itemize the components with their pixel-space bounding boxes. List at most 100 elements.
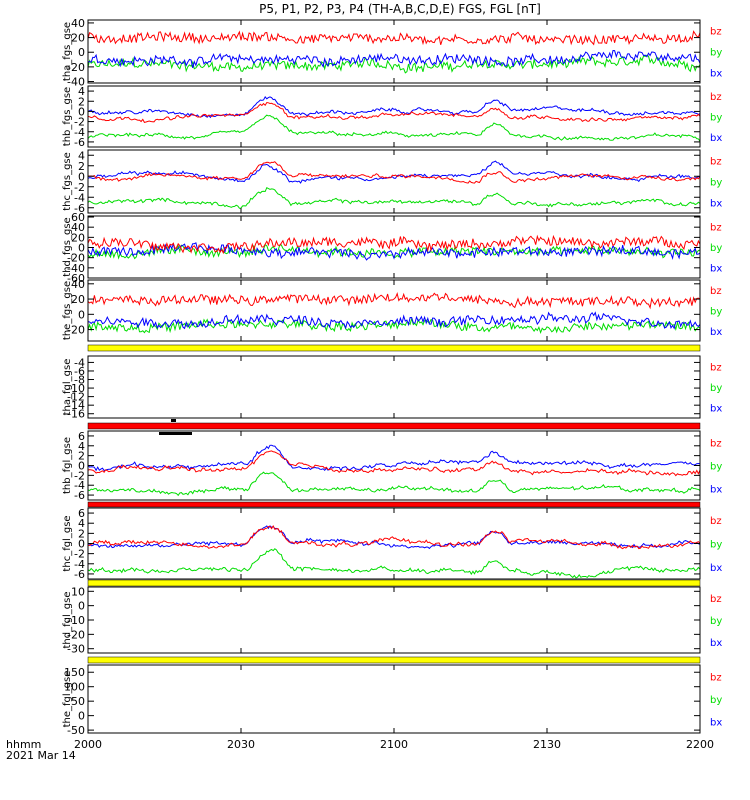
- series-by-line: [87, 186, 701, 209]
- y-axis-label: thc_fgs_gse: [62, 152, 73, 211]
- y-tick-label: 2: [78, 160, 85, 173]
- status-bar: [87, 579, 701, 587]
- legend-bx: bx: [710, 485, 722, 496]
- legend-bx: bx: [710, 718, 722, 729]
- y-axis-label: thc_fgl_gse: [62, 515, 73, 571]
- y-tick-label: 40: [71, 278, 85, 291]
- data-gap-mark: [171, 419, 176, 422]
- y-tick-label: 6: [78, 507, 85, 520]
- x-tick-label: 2030: [227, 738, 255, 751]
- y-tick-label: -6: [74, 202, 85, 215]
- y-tick-label: 4: [78, 517, 85, 530]
- legend-bz: bz: [710, 362, 722, 373]
- y-axis-label: the_fgl_gse: [62, 671, 73, 728]
- y-tick-label: -4: [74, 191, 85, 204]
- legend-bz: bz: [710, 286, 722, 297]
- legend-by: by: [710, 48, 722, 59]
- y-tick-label: -2: [74, 181, 85, 194]
- y-axis-label: thb_fgl_gse: [62, 437, 73, 494]
- time-format-label: hhmm: [6, 738, 41, 751]
- series-bz-line: [87, 30, 701, 46]
- status-bar: [87, 422, 701, 430]
- legend-by: by: [710, 307, 722, 318]
- x-tick-label: 2130: [533, 738, 561, 751]
- series-bz-line: [87, 291, 701, 310]
- x-tick-label: 2000: [74, 738, 102, 751]
- y-tick-label: -2: [74, 116, 85, 129]
- y-tick-label: -6: [74, 568, 85, 581]
- y-tick-label: 2: [78, 527, 85, 540]
- y-tick-label: -4: [74, 126, 85, 139]
- y-tick-label: 0: [78, 170, 85, 183]
- y-tick-label: 4: [78, 440, 85, 453]
- legend-by: by: [710, 243, 722, 254]
- y-axis-label: thd_fgl_gse: [62, 592, 73, 649]
- panel-frame: [87, 664, 701, 734]
- legend-bx: bx: [710, 327, 722, 338]
- series-by-line: [87, 471, 701, 497]
- series-bx-line: [87, 444, 701, 472]
- series-by-line: [87, 316, 701, 334]
- series-bx-line: [87, 160, 701, 184]
- y-tick-label: -10: [67, 614, 85, 627]
- data-gap-mark: [159, 432, 192, 435]
- y-tick-label: 0: [78, 308, 85, 321]
- y-axis-label: thd_fgs_gse: [62, 217, 73, 276]
- legend-bx: bx: [710, 69, 722, 80]
- y-tick-label: -8: [74, 374, 85, 387]
- legend-by: by: [710, 616, 722, 627]
- y-tick-label: 20: [71, 231, 85, 244]
- legend-bz: bz: [710, 27, 722, 38]
- series-bz-line: [88, 524, 701, 550]
- y-tick-label: -50: [67, 724, 85, 737]
- legend-by: by: [710, 178, 722, 189]
- legend-bx: bx: [710, 133, 722, 144]
- date-label: 2021 Mar 14: [6, 749, 76, 762]
- y-tick-label: -40: [67, 262, 85, 275]
- y-tick-label: 0: [78, 105, 85, 118]
- y-tick-label: 60: [71, 211, 85, 224]
- series-by-line: [87, 54, 701, 74]
- status-bars-layer: [87, 344, 701, 664]
- legend-by: by: [710, 113, 722, 124]
- legend-by: by: [710, 540, 722, 551]
- y-tick-label: 0: [78, 538, 85, 551]
- y-tick-label: 20: [71, 293, 85, 306]
- x-tick-label: 2100: [380, 738, 408, 751]
- y-tick-label: -14: [67, 399, 85, 412]
- panel-frame: [87, 279, 701, 342]
- y-tick-label: 150: [64, 666, 85, 679]
- y-tick-label: -12: [67, 391, 85, 404]
- y-tick-label: 6: [78, 430, 85, 443]
- y-tick-label: 2: [78, 450, 85, 463]
- y-tick-label: -6: [74, 365, 85, 378]
- y-tick-label: -6: [74, 489, 85, 502]
- y-tick-label: -40: [67, 76, 85, 89]
- series-bz-line: [87, 234, 701, 255]
- y-axis-label: tha_fgl_gse: [62, 359, 73, 416]
- series-bx-line: [87, 311, 701, 330]
- series-bz-line: [88, 161, 701, 184]
- legend-bz: bz: [710, 222, 722, 233]
- legend-bx: bx: [710, 199, 722, 210]
- y-tick-label: -10: [67, 382, 85, 395]
- y-tick-label: -20: [67, 252, 85, 265]
- y-tick-label: -60: [67, 272, 85, 285]
- legend-by: by: [710, 383, 722, 394]
- legend-bz: bz: [710, 157, 722, 168]
- legend-bx: bx: [710, 404, 722, 415]
- y-tick-label: 0: [78, 46, 85, 59]
- y-tick-label: -4: [74, 558, 85, 571]
- legend-bx: bx: [710, 264, 722, 275]
- chart-title: P5, P1, P2, P3, P4 (TH-A,B,C,D,E) FGS, F…: [259, 2, 541, 16]
- series-bz-line: [87, 101, 701, 123]
- y-tick-label: -20: [67, 628, 85, 641]
